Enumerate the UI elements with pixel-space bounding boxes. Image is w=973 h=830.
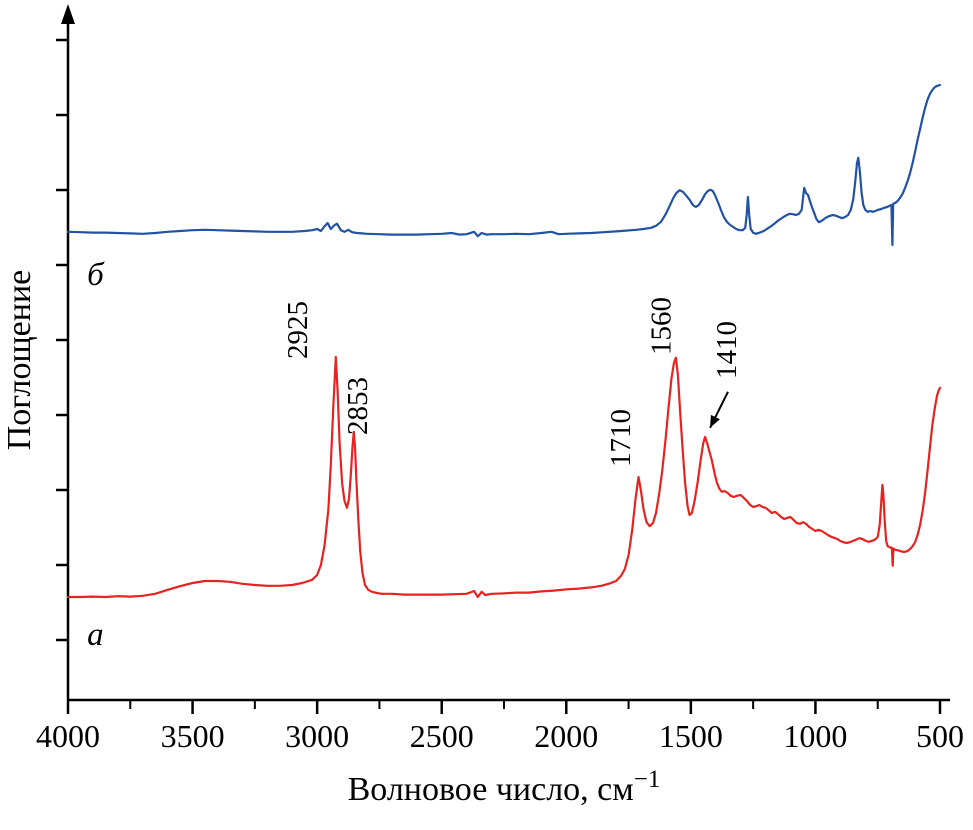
x-tick-label: 2500	[410, 718, 474, 754]
x-tick-label: 3500	[161, 718, 225, 754]
x-tick-label: 1000	[783, 718, 847, 754]
series-label-spectrum-a: а	[87, 617, 104, 653]
curve-spectrum-b	[66, 83, 942, 247]
peak-label-1710: 1710	[605, 409, 637, 467]
x-tick-label: 500	[916, 718, 964, 754]
x-axis-label-superscript: −1	[634, 766, 661, 793]
axes: 4000 3500 3000 2500 2000 1500 1000 500	[36, 4, 964, 754]
series-label-spectrum-b: б	[87, 257, 105, 293]
x-axis-label-main: Волновое число, см	[348, 771, 634, 808]
peak-annotations: 2925 2853 1710 1560 1410	[282, 297, 743, 467]
spectra-curves: аб	[66, 83, 942, 653]
peak-label-2925: 2925	[282, 301, 314, 359]
x-tick-label: 1500	[659, 718, 723, 754]
x-tick-label: 4000	[36, 718, 100, 754]
peak-label-1410: 1410	[711, 321, 743, 379]
x-tick-label: 2000	[534, 718, 598, 754]
peak-arrowhead	[710, 414, 720, 428]
y-axis-arrowhead	[61, 4, 75, 24]
curve-spectrum-a	[66, 355, 942, 599]
x-tick-label: 3000	[285, 718, 349, 754]
y-axis-label: Поглощение	[1, 270, 38, 451]
peak-label-1560: 1560	[645, 297, 677, 355]
x-axis-label: Волновое число, см−1	[348, 766, 661, 808]
peak-label-2853: 2853	[342, 377, 374, 435]
